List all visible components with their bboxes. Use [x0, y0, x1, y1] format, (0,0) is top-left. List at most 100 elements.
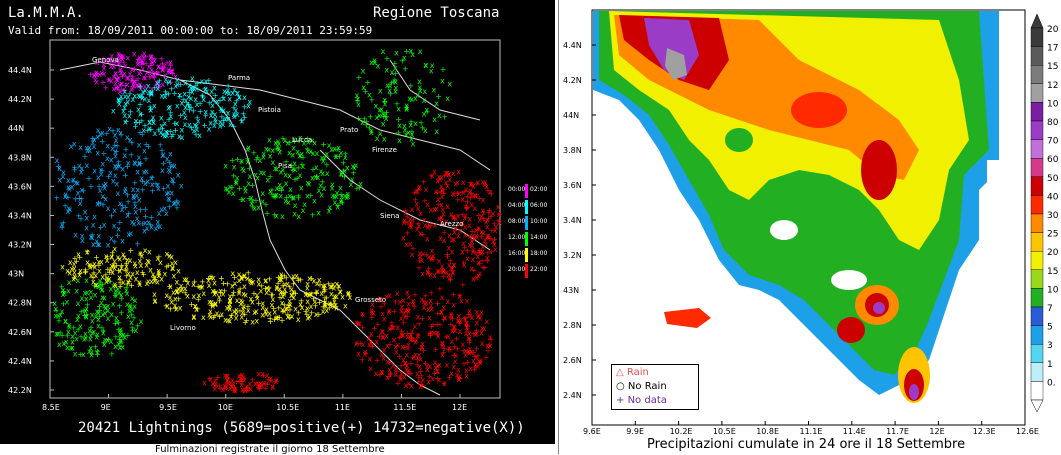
strike-mark: x	[440, 351, 445, 360]
strike-mark: +	[398, 327, 405, 336]
strike-mark: x	[292, 209, 297, 218]
strike-mark: +	[199, 91, 206, 100]
strike-mark: x	[396, 104, 401, 113]
strike-mark: +	[313, 172, 320, 181]
strike-mark: x	[132, 77, 137, 86]
strike-mark: x	[445, 361, 450, 370]
strike-mark: x	[393, 87, 398, 96]
strike-mark: x	[307, 274, 312, 283]
strike-mark: x	[126, 269, 131, 278]
strike-mark: x	[393, 370, 398, 379]
strike-mark: +	[142, 205, 149, 214]
strike-mark: +	[103, 129, 110, 138]
strike-mark: x	[149, 65, 154, 74]
strike-mark: x	[418, 355, 423, 364]
strike-mark: x	[328, 282, 333, 291]
strike-mark: +	[267, 317, 274, 326]
strike-mark: x	[88, 331, 93, 340]
valid-to-value: 18/09/2011 23:59:59	[246, 24, 372, 37]
strike-mark: x	[453, 179, 458, 188]
strike-mark: x	[175, 277, 180, 286]
strike-mark: +	[404, 312, 411, 321]
strike-mark: x	[274, 313, 279, 322]
strike-mark: x	[407, 94, 412, 103]
strike-mark: +	[262, 379, 269, 388]
strike-mark: +	[193, 130, 200, 139]
strike-mark: x	[209, 111, 214, 120]
strike-mark: x	[228, 384, 233, 393]
city-label: Grosseto	[355, 296, 386, 304]
strike-mark: x	[339, 198, 344, 207]
strike-mark: x	[278, 191, 283, 200]
strike-mark: +	[137, 206, 144, 215]
strike-mark: x	[175, 75, 180, 84]
strike-mark: +	[417, 367, 424, 376]
strike-mark: x	[278, 288, 283, 297]
strike-mark: +	[210, 313, 217, 322]
strike-mark: x	[274, 284, 279, 293]
strike-mark: x	[141, 73, 146, 82]
strike-mark: x	[66, 183, 71, 192]
strike-mark: x	[305, 313, 310, 322]
strike-mark: +	[438, 187, 445, 196]
strike-mark: x	[467, 188, 472, 197]
strike-mark: x	[154, 224, 159, 233]
strike-mark: x	[160, 80, 165, 89]
strike-mark: +	[238, 195, 245, 204]
strike-mark: x	[105, 142, 110, 151]
strike-mark: x	[283, 304, 288, 313]
strike-mark: +	[75, 212, 82, 221]
strike-mark: +	[159, 55, 166, 64]
strike-mark: +	[151, 73, 158, 82]
strike-mark: x	[74, 334, 79, 343]
strike-mark: x	[230, 282, 235, 291]
strike-mark: x	[123, 117, 128, 126]
strike-mark: +	[354, 184, 361, 193]
strike-mark: x	[367, 91, 372, 100]
time-swatch	[525, 248, 528, 262]
strike-mark: x	[384, 292, 389, 301]
strike-mark: x	[193, 302, 198, 311]
strike-mark: +	[392, 59, 399, 68]
colorbar-label: 15	[1047, 62, 1058, 72]
strike-mark: x	[257, 280, 262, 289]
strike-mark: x	[433, 358, 438, 367]
strike-mark: x	[243, 184, 248, 193]
colorbar-swatch	[1030, 306, 1044, 326]
strike-mark: +	[417, 344, 424, 353]
strike-mark: x	[306, 138, 311, 147]
strike-mark: +	[281, 271, 288, 280]
strike-mark: x	[429, 206, 434, 215]
strike-mark: +	[195, 282, 202, 291]
strike-mark: x	[418, 249, 423, 258]
strike-mark: +	[403, 47, 410, 56]
strike-mark: +	[132, 199, 139, 208]
strike-mark: x	[264, 276, 269, 285]
lon-tick-label: 10.8E	[756, 427, 779, 436]
strike-mark: +	[408, 117, 415, 126]
strike-mark: x	[130, 95, 135, 104]
strike-mark: x	[227, 94, 232, 103]
strike-mark: x	[155, 254, 160, 263]
strike-mark: +	[456, 319, 463, 328]
strike-mark: x	[439, 307, 444, 316]
strike-mark: x	[102, 183, 107, 192]
strike-mark: x	[232, 385, 237, 394]
strike-mark: +	[476, 259, 483, 268]
strike-mark: x	[476, 361, 481, 370]
strike-mark: x	[151, 113, 156, 122]
strike-mark: x	[401, 330, 406, 339]
strike-mark: +	[269, 185, 276, 194]
strike-mark: x	[344, 193, 349, 202]
strike-mark: x	[175, 119, 180, 128]
strike-mark: x	[70, 182, 75, 191]
strike-mark: +	[295, 191, 302, 200]
colorbar-label: 25	[1047, 230, 1058, 240]
colorbar-swatch	[1030, 157, 1044, 177]
strike-mark: +	[78, 195, 85, 204]
strike-mark: x	[249, 193, 254, 202]
strike-mark: x	[96, 232, 101, 241]
strike-mark: +	[394, 99, 401, 108]
strike-mark: x	[70, 344, 75, 353]
strike-mark: +	[275, 279, 282, 288]
